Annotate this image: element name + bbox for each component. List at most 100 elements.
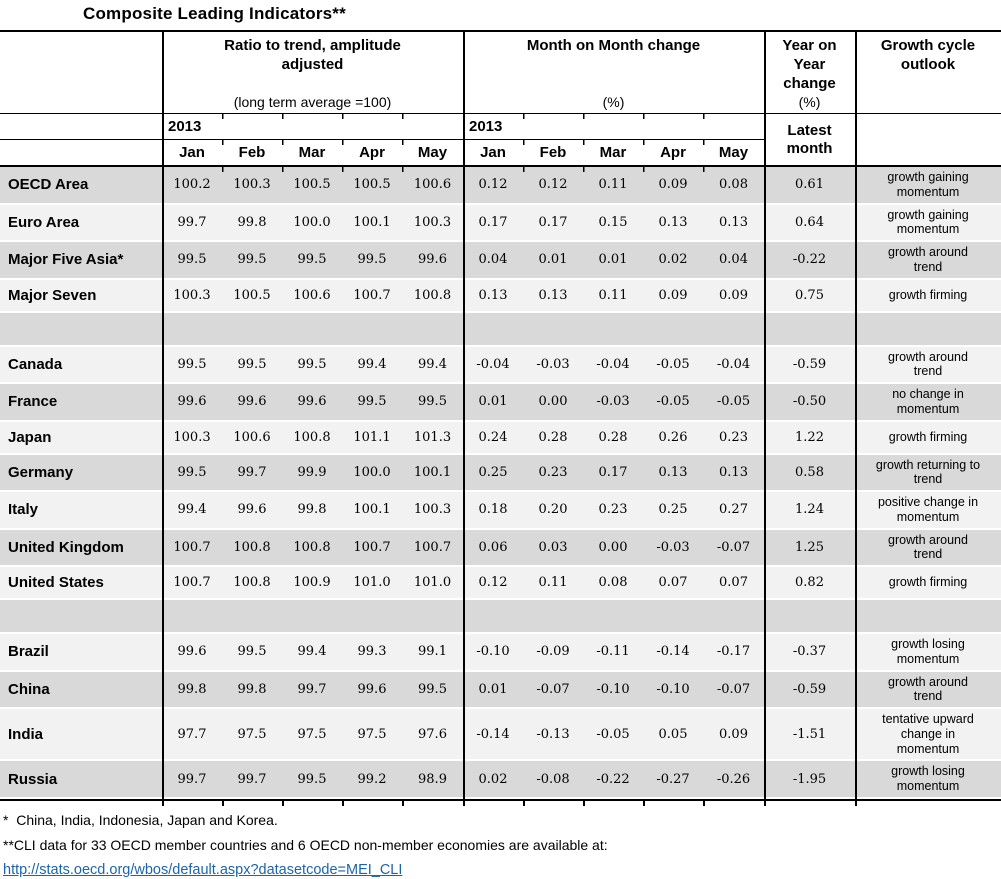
yoy-value: -0.59	[792, 356, 827, 372]
table-row: Brazil 99.6 99.5 99.4 99.3 99.1 -0.10 -0…	[0, 634, 1001, 672]
ratio-may-value: 100.7	[413, 539, 452, 555]
header-ratio-section: Ratio to trend, amplitude adjusted (long…	[162, 32, 463, 113]
yoy-value: -1.95	[792, 771, 827, 787]
mom-jan-value: -0.10	[476, 644, 510, 660]
mom-feb-value: -0.07	[536, 681, 570, 697]
ratio-may-value	[402, 313, 463, 345]
row-label: Japan	[8, 428, 52, 446]
month-header-may: May	[703, 140, 764, 165]
table-row: India 97.7 97.5 97.5 97.5 97.6 -0.14 -0.…	[0, 709, 1001, 762]
yoy-value	[764, 600, 855, 632]
mom-may-value	[703, 600, 764, 632]
header-outlook-title: Growth cycle outlook	[880, 37, 976, 73]
header-mom-subtitle: (%)	[602, 94, 625, 110]
ratio-apr-value: 100.7	[353, 539, 391, 555]
ratio-apr-value: 100.5	[342, 167, 402, 203]
mom-feb-value: -0.13	[536, 726, 570, 742]
outlook-text: no change in momentum	[892, 387, 964, 416]
mom-feb-value: 0.28	[538, 429, 568, 445]
column-tick	[402, 800, 404, 806]
mom-feb-value: -0.03	[536, 356, 570, 372]
table-header: Ratio to trend, amplitude adjusted (long…	[0, 32, 1001, 114]
mom-feb-value: 0.12	[523, 167, 583, 203]
yoy-value: 0.58	[795, 464, 824, 480]
month-header-mar: Mar	[583, 140, 643, 165]
ratio-apr-value: 99.4	[357, 356, 387, 372]
subheader-filler	[342, 114, 402, 140]
mom-mar-value: -0.11	[596, 644, 630, 660]
mom-may-value: 0.07	[719, 575, 748, 590]
month-header-apr: Apr	[342, 140, 402, 165]
ratio-mar-value: 99.9	[297, 464, 327, 480]
table-row: Japan 100.3 100.6 100.8 101.1 101.3 0.24…	[0, 421, 1001, 455]
ratio-feb-value: 99.8	[237, 214, 267, 230]
yoy-value: 0.61	[795, 177, 824, 193]
subheader-filler	[222, 114, 282, 140]
row-label: Euro Area	[8, 213, 80, 231]
subheader-empty-cell	[0, 140, 162, 165]
row-label	[0, 313, 162, 345]
outlook-text: growth firming	[888, 429, 968, 444]
yoy-value: 1.22	[795, 429, 824, 445]
yoy-value: 1.25	[795, 539, 824, 555]
mom-apr-value: 0.09	[643, 167, 703, 203]
month-header-feb: Feb	[523, 140, 583, 165]
column-tick	[222, 800, 224, 806]
page-title: Composite Leading Indicators**	[83, 4, 346, 23]
mom-apr-value: 0.02	[658, 252, 688, 268]
ratio-apr-value: 100.1	[353, 214, 391, 230]
latest-month-label: Latest month	[786, 122, 833, 157]
ratio-feb-value: 99.6	[237, 502, 267, 518]
oecd-stats-link[interactable]: http://stats.oecd.org/wbos/default.aspx?…	[3, 861, 403, 878]
column-tick	[282, 800, 284, 806]
outlook-text: growth around trend	[888, 349, 968, 379]
ratio-jan-value	[162, 313, 222, 345]
ratio-jan-value: 99.7	[177, 771, 207, 787]
mom-apr-value: -0.10	[656, 681, 690, 697]
ratio-jan-value: 99.8	[177, 681, 207, 697]
mom-jan-value	[463, 313, 523, 345]
ratio-jan-value: 99.5	[177, 464, 207, 480]
ratio-apr-value: 101.1	[353, 429, 391, 445]
ratio-may-value: 100.1	[413, 464, 452, 480]
mom-apr-value: 0.26	[658, 429, 688, 445]
ratio-jan-value: 99.5	[177, 252, 207, 268]
column-tick	[342, 800, 344, 806]
ratio-apr-value: 100.7	[353, 287, 391, 303]
ratio-jan-value: 99.6	[177, 394, 207, 410]
ratio-feb-value: 100.5	[233, 287, 271, 303]
ratio-may-value: 99.4	[418, 356, 447, 372]
outlook-text: growth firming	[888, 575, 968, 590]
ratio-may-value	[402, 600, 463, 632]
yoy-value: -0.37	[792, 644, 827, 660]
ratio-jan-value: 99.6	[177, 644, 207, 660]
mom-mar-value: -0.10	[596, 681, 630, 697]
table-row: United Kingdom 100.7 100.8 100.8 100.7 1…	[0, 529, 1001, 567]
ratio-jan-value: 100.3	[173, 287, 211, 303]
row-label: Brazil	[8, 643, 49, 661]
mom-mar-value: 0.17	[598, 464, 628, 480]
row-label: France	[8, 393, 58, 411]
mom-mar-value: 0.01	[598, 252, 628, 268]
mom-may-value: 0.04	[719, 252, 748, 268]
mom-mar-value: -0.04	[596, 356, 630, 372]
year-label-left: 2013	[162, 114, 222, 140]
yoy-value: 0.82	[795, 575, 824, 590]
yoy-value: -0.59	[792, 681, 827, 697]
mom-apr-value: 0.09	[658, 287, 688, 303]
mom-feb-value: 0.13	[538, 287, 568, 303]
outlook-text: growth around trend	[888, 674, 968, 704]
column-divider	[463, 32, 465, 801]
outlook-text	[855, 600, 1001, 632]
mom-jan-value: 0.25	[478, 464, 508, 480]
mom-apr-value: 0.07	[658, 575, 688, 590]
ratio-jan-value: 100.2	[173, 177, 211, 193]
month-header-feb: Feb	[222, 140, 282, 165]
ratio-may-value: 101.0	[413, 575, 452, 590]
ratio-feb-value: 100.8	[233, 539, 271, 555]
ratio-apr-value: 99.2	[357, 771, 387, 787]
column-tick	[583, 800, 585, 806]
page: Composite Leading Indicators** Ratio to …	[0, 4, 1001, 878]
ratio-feb-value: 100.8	[233, 575, 271, 590]
column-tick	[855, 800, 857, 806]
